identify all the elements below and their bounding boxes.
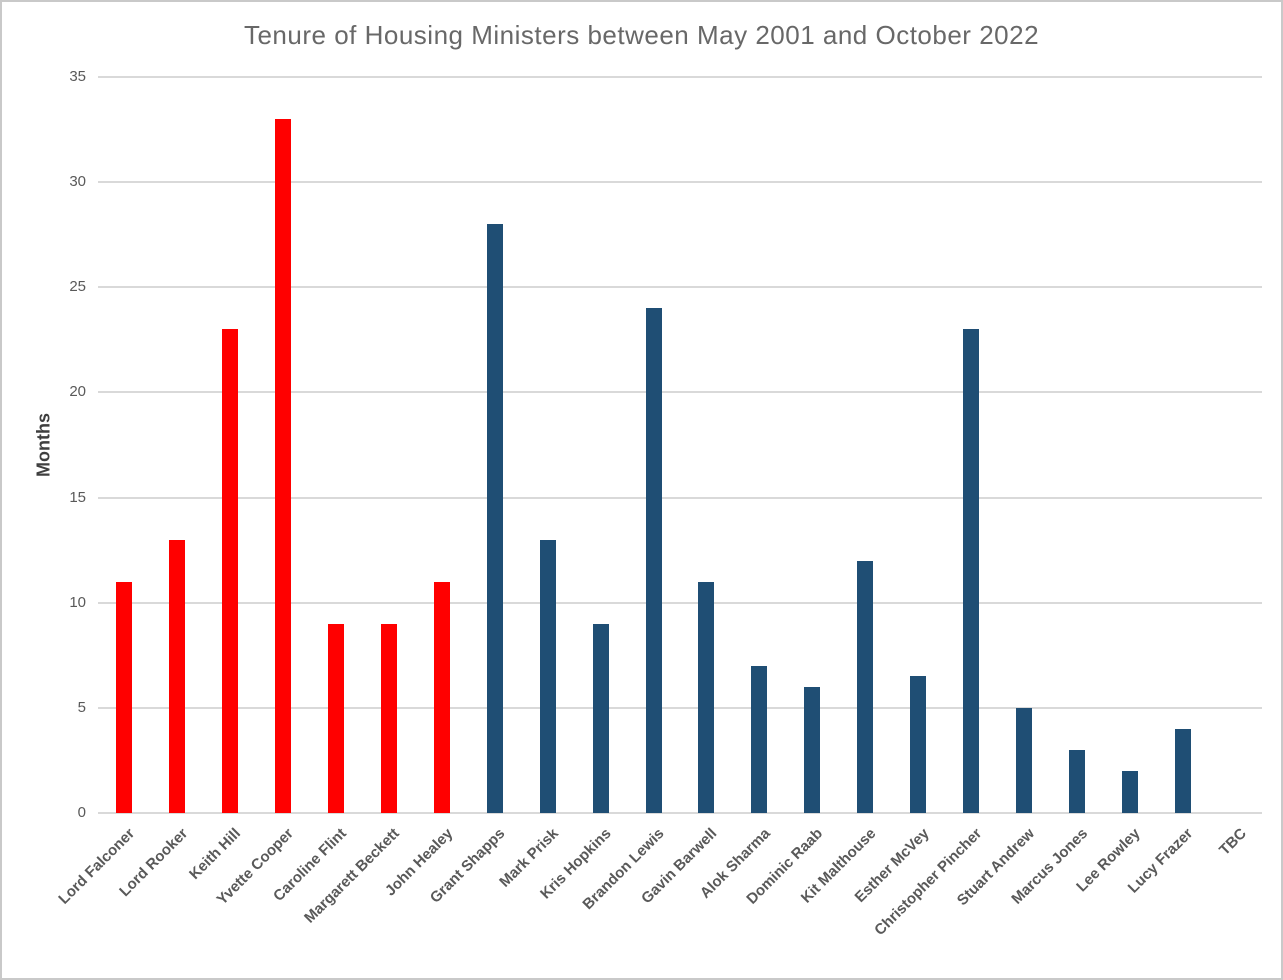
- plot-area: [98, 76, 1262, 814]
- bar-esther-mcvey: [910, 676, 927, 813]
- y-tick-label-10: 10: [69, 593, 86, 611]
- y-axis-tick-labels: 0 5 10 15 20 25 30 35: [2, 2, 90, 978]
- gridline-25: [98, 286, 1262, 289]
- bar-caroline-flint: [328, 623, 345, 813]
- bar-lucy-frazer: [1174, 728, 1191, 813]
- bar-dominic-raab: [804, 686, 821, 813]
- y-tick-label-15: 15: [69, 488, 86, 506]
- x-label-tbc: TBC: [1215, 825, 1250, 859]
- bar-lee-rowley: [1121, 770, 1138, 813]
- y-tick-label-30: 30: [69, 173, 86, 191]
- bar-kris-hopkins: [592, 623, 609, 813]
- bar-christopher-pincher: [963, 329, 979, 813]
- gridline-30: [98, 181, 1262, 184]
- bar-stuart-andrew: [1015, 707, 1032, 813]
- gridline-0: [98, 812, 1262, 814]
- chart-title: Tenure of Housing Ministers between May …: [243, 20, 1040, 50]
- gridline-15: [98, 496, 1262, 499]
- bar-yvette-cooper: [275, 119, 292, 813]
- bar-keith-hill: [222, 329, 239, 813]
- bar-grant-shapps: [486, 224, 503, 813]
- bar-alok-sharma: [751, 665, 768, 813]
- bar-john-healey: [433, 581, 450, 813]
- bar-lord-falconer: [116, 581, 133, 813]
- y-tick-label-0: 0: [77, 804, 86, 821]
- y-tick-label-5: 5: [77, 698, 86, 716]
- y-tick-label-35: 35: [69, 68, 86, 85]
- gridline-10: [98, 601, 1262, 604]
- bar-brandon-lewis: [645, 308, 662, 813]
- bar-margarett-beckett: [381, 623, 397, 813]
- bar-marcus-jones: [1068, 749, 1085, 813]
- gridline-5: [98, 706, 1262, 709]
- bar-mark-prisk: [539, 539, 556, 813]
- bar-lord-rooker: [169, 539, 186, 813]
- bar-gavin-barwell: [698, 581, 715, 813]
- y-tick-label-20: 20: [69, 383, 86, 401]
- gridline-20: [98, 391, 1262, 394]
- x-label-margarett-beckett: Margarett Beckett: [301, 825, 404, 927]
- y-tick-label-25: 25: [69, 278, 86, 296]
- gridline-35: [98, 76, 1262, 78]
- bar-kit-malthouse: [857, 560, 874, 813]
